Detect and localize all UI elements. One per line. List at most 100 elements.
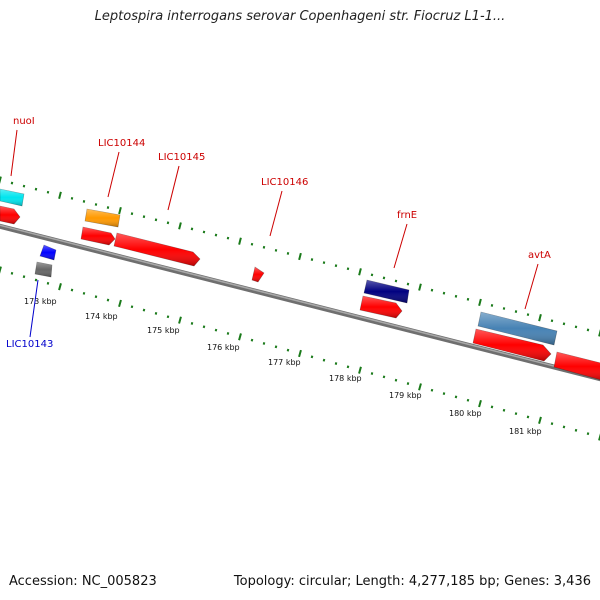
outer-scale-tick xyxy=(382,276,386,280)
outer-scale-tick xyxy=(118,206,122,215)
gene-label: frnE xyxy=(397,210,417,221)
outer-scale-tick xyxy=(454,294,458,298)
outer-scale-tick xyxy=(502,307,506,310)
cds-arrow-avta-shading xyxy=(473,329,551,361)
gene-label-leader xyxy=(524,263,539,310)
inner-scale-tick xyxy=(334,362,338,365)
backbone-line xyxy=(0,223,600,382)
outer-scale-tick xyxy=(226,236,230,240)
cds-arrow-lic10146-shading xyxy=(252,267,264,282)
outer-scale-tick xyxy=(214,233,218,237)
outer-scale-tick xyxy=(10,181,14,185)
inner-scale-tick xyxy=(502,408,506,412)
outer-scale-tick xyxy=(526,313,530,317)
cyan-feature-nuoi-shading xyxy=(0,189,24,206)
inner-scale-tick xyxy=(382,375,386,379)
outer-scale-tick xyxy=(538,314,542,322)
gene-label-leader xyxy=(393,223,408,269)
steelblue-feature-avta-shading xyxy=(478,312,557,345)
blue-feature-lic10143-shading xyxy=(40,245,56,260)
outer-scale-tick xyxy=(70,196,74,200)
outer-scale-tick xyxy=(178,222,182,230)
outer-scale-tick xyxy=(466,297,470,301)
outer-scale-tick xyxy=(370,273,374,277)
outer-scale-tick xyxy=(0,176,2,184)
scale-tick-label: 173 kbp xyxy=(24,297,57,306)
inner-scale-tick xyxy=(94,295,98,299)
gene-label-leader xyxy=(269,190,283,237)
inner-scale-tick xyxy=(262,342,266,345)
inner-scale-tick xyxy=(310,355,314,359)
inner-scale-tick xyxy=(598,433,600,441)
inner-scale-tick xyxy=(166,315,170,319)
inner-scale-tick xyxy=(286,348,290,352)
outer-scale-tick xyxy=(286,252,290,255)
gray-feature-shading xyxy=(35,262,52,277)
scale-tick-label: 175 kbp xyxy=(147,326,180,335)
inner-scale-tick xyxy=(466,398,470,402)
outer-scale-tick xyxy=(442,291,446,295)
inner-scale-tick xyxy=(430,388,434,392)
inner-scale-tick xyxy=(82,291,86,295)
outer-scale-tick xyxy=(406,282,410,286)
scale-tick-label: 181 kbp xyxy=(509,427,542,436)
cds-arrow-frne-shading xyxy=(360,296,402,318)
outer-scale-tick xyxy=(82,200,86,203)
outer-scale-tick xyxy=(346,267,350,271)
outer-scale-tick xyxy=(142,215,146,219)
cds-arrow-right-shading xyxy=(554,352,600,380)
inner-scale-tick xyxy=(130,305,134,309)
outer-scale-tick xyxy=(334,264,338,268)
scale-tick-label: 177 kbp xyxy=(268,358,301,367)
gene-label: LIC10143 xyxy=(6,339,53,350)
outer-scale-tick xyxy=(190,227,194,231)
inner-scale-tick xyxy=(358,366,362,374)
inner-scale-tick xyxy=(58,283,62,291)
inner-scale-tick xyxy=(46,281,50,285)
outer-scale-tick xyxy=(478,298,482,307)
inner-scale-tick xyxy=(406,382,410,385)
map-title: Leptospira interrogans serovar Copenhage… xyxy=(94,9,506,24)
inner-scale-tick xyxy=(0,266,2,274)
inner-scale-tick xyxy=(70,288,74,292)
inner-scale-tick xyxy=(394,378,398,382)
inner-scale-tick xyxy=(478,399,482,408)
outer-scale-tick xyxy=(166,221,170,225)
backbone-highlight xyxy=(0,224,600,379)
outer-scale-tick xyxy=(262,245,266,249)
gene-label: LIC10146 xyxy=(261,177,308,188)
outer-scale-tick xyxy=(250,242,254,246)
scale-tick-label: 176 kbp xyxy=(207,343,240,352)
inner-scale-tick xyxy=(298,349,302,358)
cds-arrow-lic10145-shading xyxy=(114,233,200,266)
inner-scale-tick xyxy=(10,271,14,275)
inner-scale-tick xyxy=(454,395,458,399)
outer-scale-tick xyxy=(130,212,134,216)
inner-scale-tick xyxy=(274,345,278,349)
accession-text: Accession: NC_005823 xyxy=(9,574,157,589)
gene-label: avtA xyxy=(528,250,551,261)
scale-tick-label: 180 kbp xyxy=(449,409,482,418)
scale-tick-label: 178 kbp xyxy=(329,374,362,383)
outer-scale-tick xyxy=(586,328,590,332)
gene-label: nuoI xyxy=(13,116,35,127)
outer-scale-tick xyxy=(106,206,110,209)
inner-scale-tick xyxy=(214,328,218,332)
gene-label-leader xyxy=(107,151,120,198)
inner-scale-tick xyxy=(34,278,38,282)
outer-scale-tick xyxy=(322,261,326,265)
gene-label: LIC10145 xyxy=(158,152,205,163)
gene-label-leader xyxy=(29,279,39,338)
outer-scale-tick xyxy=(238,237,242,245)
inner-scale-tick xyxy=(574,428,578,432)
cds-arrow-lic10144-shading xyxy=(81,227,115,245)
cds-arrow-nuoi-shading xyxy=(0,206,20,224)
outer-scale-tick xyxy=(46,190,50,194)
inner-scale-tick xyxy=(226,332,230,335)
inner-scale-tick xyxy=(238,333,242,341)
outer-scale-tick xyxy=(394,279,398,283)
gene-label: LIC10144 xyxy=(98,138,145,149)
genome-summary: Topology: circular; Length: 4,277,185 bp… xyxy=(233,574,591,589)
orange-feature-lic10144-shading xyxy=(85,209,120,227)
